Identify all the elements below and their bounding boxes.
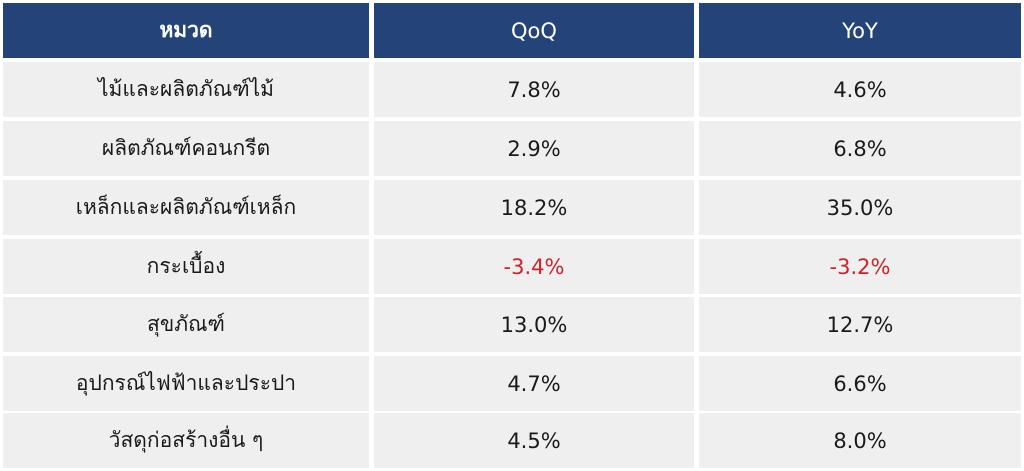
category-cell: เหล็กและผลิตภัณฑ์เหล็ก — [3, 180, 369, 235]
qoq-cell: 4.7% — [374, 356, 694, 411]
column-header-qoq: QoQ — [374, 3, 694, 58]
qoq-cell-negative: -3.4% — [374, 239, 694, 294]
category-cell: สุขภัณฑ์ — [3, 297, 369, 352]
category-cell: ผลิตภัณฑ์คอนกรีต — [3, 121, 369, 176]
table-row: ไม้และผลิตภัณฑ์ไม้ 7.8% 4.6% — [0, 62, 1024, 117]
category-cell: กระเบื้อง — [3, 239, 369, 294]
yoy-cell-negative: -3.2% — [699, 239, 1021, 294]
yoy-cell: 4.6% — [699, 62, 1021, 117]
qoq-cell: 2.9% — [374, 121, 694, 176]
yoy-cell: 12.7% — [699, 297, 1021, 352]
qoq-cell: 18.2% — [374, 180, 694, 235]
column-header-category: หมวด — [3, 3, 369, 58]
table-row: วัสดุก่อสร้างอื่น ๆ 4.5% 8.0% — [0, 413, 1024, 468]
table-row: อุปกรณ์ไฟฟ้าและประปา 4.7% 6.6% — [0, 356, 1024, 411]
category-cell: ไม้และผลิตภัณฑ์ไม้ — [3, 62, 369, 117]
category-cell: อุปกรณ์ไฟฟ้าและประปา — [3, 356, 369, 411]
yoy-cell: 6.6% — [699, 356, 1021, 411]
yoy-cell: 6.8% — [699, 121, 1021, 176]
yoy-cell: 35.0% — [699, 180, 1021, 235]
table-row: ผลิตภัณฑ์คอนกรีต 2.9% 6.8% — [0, 121, 1024, 176]
table-row: กระเบื้อง -3.4% -3.2% — [0, 239, 1024, 294]
table-row: สุขภัณฑ์ 13.0% 12.7% — [0, 297, 1024, 352]
qoq-cell: 7.8% — [374, 62, 694, 117]
table-header-row: หมวด QoQ YoY — [0, 3, 1024, 58]
qoq-cell: 4.5% — [374, 413, 694, 468]
table-row: เหล็กและผลิตภัณฑ์เหล็ก 18.2% 35.0% — [0, 180, 1024, 235]
category-cell: วัสดุก่อสร้างอื่น ๆ — [3, 413, 369, 468]
column-header-yoy: YoY — [699, 3, 1021, 58]
yoy-cell: 8.0% — [699, 413, 1021, 468]
qoq-cell: 13.0% — [374, 297, 694, 352]
